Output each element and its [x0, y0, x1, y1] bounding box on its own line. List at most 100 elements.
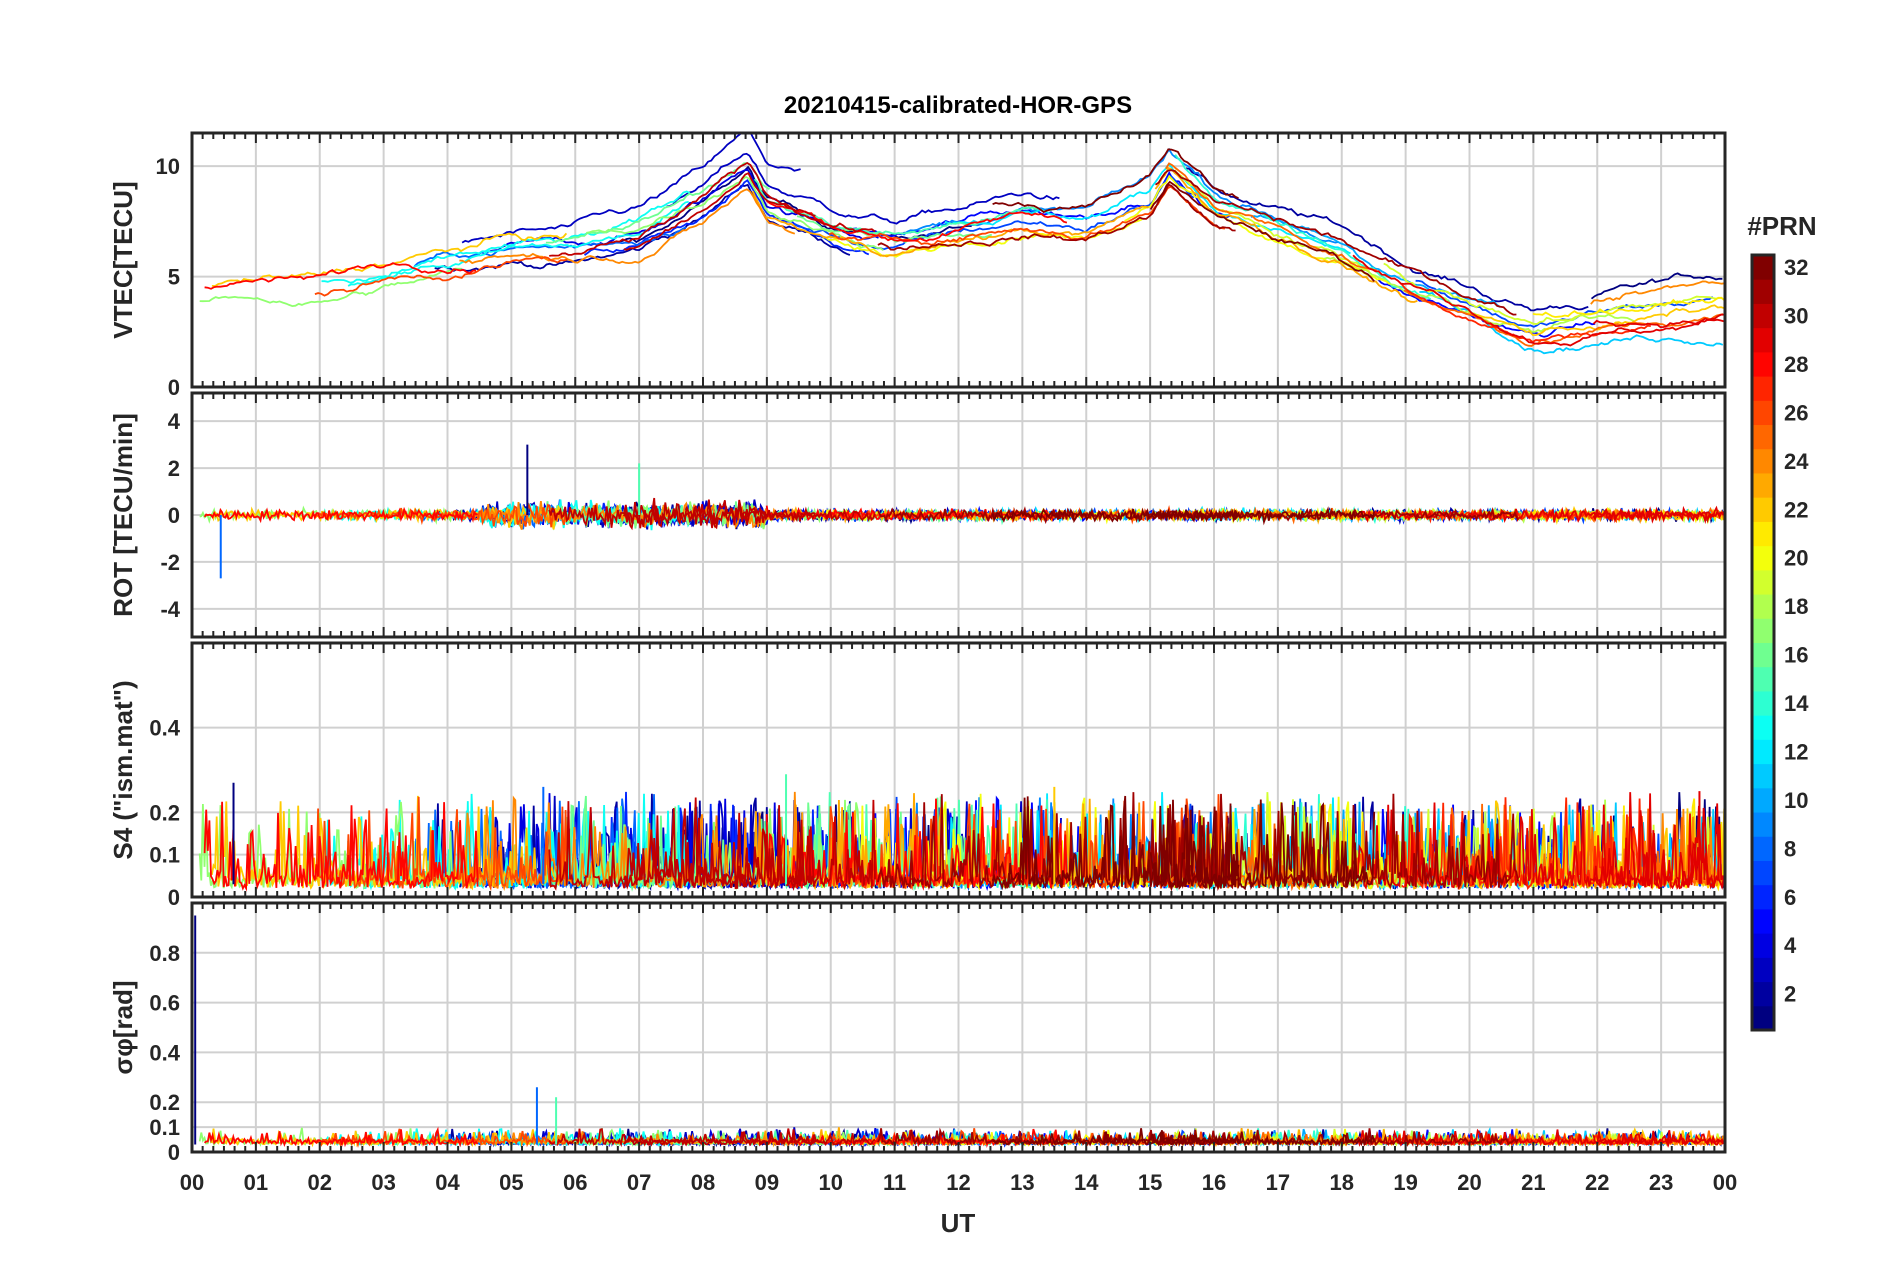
y-tick-label: 0.4	[149, 716, 180, 741]
colorbar-swatch	[1752, 787, 1774, 813]
colorbar-swatch	[1752, 303, 1774, 329]
x-tick-label: 19	[1393, 1170, 1417, 1195]
series-group	[199, 133, 1725, 355]
colorbar-swatch	[1752, 618, 1774, 643]
x-minor-ticks	[191, 393, 1726, 637]
x-tick-label: 00	[1713, 1170, 1737, 1195]
colorbar-tick-label: 28	[1784, 352, 1808, 377]
colorbar-swatch	[1752, 739, 1774, 765]
colorbar-tick-label: 4	[1784, 933, 1797, 958]
colorbar-swatch	[1752, 666, 1774, 692]
y-tick-label: 0.4	[149, 1040, 180, 1065]
prn-3-trace	[461, 133, 801, 244]
series-group	[198, 1126, 1725, 1149]
series-group	[199, 497, 1725, 531]
x-tick-label: 01	[244, 1170, 268, 1195]
prn-28-trace	[203, 506, 478, 524]
x-tick-label: 02	[308, 1170, 332, 1195]
prn-31-trace	[877, 183, 1236, 251]
colorbar-swatch	[1752, 448, 1774, 474]
colorbar-tick-label: 14	[1784, 691, 1809, 716]
prn-28-trace	[765, 798, 1068, 891]
colorbar-swatch	[1752, 836, 1774, 861]
prn-28-trace	[766, 200, 1068, 242]
prn-26-trace	[314, 256, 568, 297]
x-tick-label: 18	[1330, 1170, 1354, 1195]
colorbar-swatch	[1752, 376, 1774, 401]
colorbar-swatch	[1752, 569, 1774, 595]
x-tick-label: 09	[755, 1170, 779, 1195]
colorbar-tick-label: 2	[1784, 982, 1796, 1007]
x-tick-label: 17	[1266, 1170, 1290, 1195]
colorbar-tick-label: 6	[1784, 885, 1796, 910]
y-axis-label-rot: ROT [TECU/min]	[108, 413, 138, 617]
prn-13-trace	[321, 200, 689, 284]
colorbar-tick-label: 16	[1784, 643, 1808, 668]
prn-29-trace	[1592, 313, 1725, 329]
prn-17-trace	[586, 175, 884, 252]
colorbar-swatch	[1752, 690, 1774, 716]
prn-28-trace	[204, 262, 477, 290]
prn-30-trace	[548, 1128, 876, 1148]
prn-17-trace	[199, 267, 462, 308]
prn-13-trace	[347, 190, 691, 287]
y-tick-label: 0.2	[149, 1090, 180, 1115]
prn-32-trace	[1149, 506, 1376, 526]
panel-rot: -4 -2 0 2 4 ROT [TECU/min]	[108, 391, 1727, 639]
colorbar-swatch	[1752, 908, 1774, 934]
y-tick-label: 0.8	[149, 941, 180, 966]
x-tick-label: 04	[435, 1170, 460, 1195]
colorbar-frame	[1750, 253, 1776, 1032]
colorbar-swatch	[1752, 642, 1774, 668]
x-tick-label: 23	[1649, 1170, 1673, 1195]
y-tick-label: 0	[168, 1140, 180, 1165]
x-tick-label: 12	[946, 1170, 970, 1195]
colorbar-swatch	[1752, 957, 1774, 983]
prn-8-trace	[413, 226, 687, 267]
prn-30-trace	[622, 497, 816, 531]
y-tick-label: 0.2	[149, 800, 180, 825]
colorbar-swatch	[1752, 351, 1774, 377]
colorbar-swatch	[1752, 521, 1774, 547]
colorbar-tick-label: 20	[1784, 546, 1808, 571]
prn-32-trace	[992, 1128, 1240, 1148]
prn-15-trace	[753, 178, 1052, 235]
prn-7-trace	[793, 175, 1195, 251]
prn-31-trace	[1154, 793, 1519, 890]
colorbar-tick-label: 24	[1784, 449, 1809, 474]
prn-29-trace	[1592, 1133, 1725, 1148]
panel-sigma_phi: 00.10.2 0.4 0.6 0.8 σφ[rad]	[108, 901, 1727, 1165]
prn-22-trace	[211, 795, 568, 891]
colorbar-swatch	[1752, 545, 1774, 571]
x-tick-label: 22	[1585, 1170, 1609, 1195]
colorbar-tick-label: 8	[1784, 836, 1796, 861]
prn-28-trace	[203, 1126, 479, 1148]
y-tick-label: -2	[160, 550, 180, 575]
colorbar-label: #PRN	[1747, 211, 1816, 241]
prn-32-trace	[991, 507, 1240, 523]
colorbar-tick-label: 32	[1784, 255, 1808, 280]
prn-21-trace	[1532, 296, 1725, 318]
colorbar-tick-label: 12	[1784, 739, 1808, 764]
y-tick-label: 0.1	[149, 1115, 180, 1140]
x-minor-ticks	[191, 643, 1726, 897]
y-tick-label: 2	[168, 456, 180, 481]
colorbar-swatch	[1752, 763, 1774, 789]
x-tick-label: 13	[1010, 1170, 1034, 1195]
colorbar-swatch	[1752, 860, 1774, 886]
prn-32-trace	[1149, 180, 1375, 282]
prn-3-trace	[666, 152, 1060, 225]
prn-32-trace	[991, 795, 1240, 892]
colorbar-swatch	[1752, 884, 1774, 910]
prn-30-trace	[548, 799, 876, 891]
y-tick-label: 5	[168, 265, 180, 290]
y-tick-label: 0	[168, 375, 180, 400]
colorbar-tick-label: 26	[1784, 400, 1808, 425]
prn-27-trace	[1401, 797, 1653, 891]
x-tick-labels: 00 01 02 03 04 05 06 07 08 09 10 11 12 13 14 15 16 17 18 19…	[180, 1170, 1737, 1195]
prn-6-trace	[583, 179, 870, 256]
panel-vtec: 0 5 10 VTEC[TECU]	[108, 131, 1727, 400]
x-tick-label: 08	[691, 1170, 715, 1195]
y-axis-label-vtec: VTEC[TECU]	[108, 181, 138, 338]
